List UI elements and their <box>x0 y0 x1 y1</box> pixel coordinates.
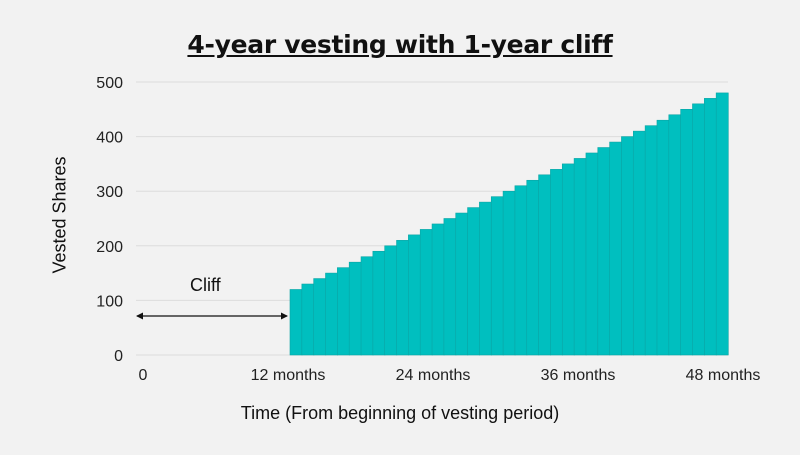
bar <box>325 272 338 356</box>
bar <box>313 278 327 356</box>
bar <box>455 212 469 356</box>
bar <box>431 223 445 356</box>
x-tick-label: 12 months <box>251 367 326 384</box>
bar <box>408 234 421 356</box>
bar <box>419 229 433 356</box>
bars <box>289 92 729 356</box>
bar <box>502 190 516 356</box>
bar <box>550 169 563 356</box>
y-tick-label: 400 <box>96 130 123 147</box>
y-tick-label: 300 <box>96 184 123 201</box>
cliff-arrow <box>136 312 288 320</box>
x-tick-label: 48 months <box>686 367 761 384</box>
arrow-head-right <box>281 312 288 320</box>
bar <box>715 92 729 356</box>
y-tick-label: 500 <box>96 75 123 92</box>
x-tick-label: 36 months <box>541 367 616 384</box>
bar <box>621 136 634 356</box>
bar <box>337 267 350 356</box>
y-tick-labels: 0 100 200 300 400 500 <box>96 75 123 365</box>
bar <box>585 152 599 356</box>
bar <box>632 130 646 356</box>
bar <box>609 141 623 356</box>
y-tick-label: 0 <box>114 348 123 365</box>
x-tick-labels: 0 12 months 24 months 36 months 48 months <box>139 367 761 384</box>
bar <box>384 245 398 356</box>
x-tick-label: 24 months <box>396 367 471 384</box>
bar <box>538 174 552 356</box>
x-tick-label: 0 <box>139 367 148 384</box>
bar <box>289 289 303 356</box>
bar <box>704 98 717 356</box>
bar <box>573 158 587 356</box>
bar <box>680 109 694 356</box>
bar <box>360 256 374 356</box>
bar <box>490 196 504 356</box>
bar <box>656 119 670 356</box>
bar <box>514 185 528 356</box>
bar <box>443 218 457 356</box>
cliff-annotation-label: Cliff <box>190 275 221 295</box>
bar <box>396 240 409 356</box>
y-tick-label: 200 <box>96 239 123 256</box>
bar <box>301 283 315 356</box>
bar <box>597 147 611 356</box>
arrow-head-left <box>136 312 143 320</box>
y-tick-label: 100 <box>96 293 123 310</box>
bar <box>644 125 658 356</box>
x-axis-label: Time (From beginning of vesting period) <box>240 403 560 423</box>
bar <box>561 163 575 356</box>
chart-title: 4-year vesting with 1-year cliff <box>187 30 613 59</box>
bar <box>692 103 705 356</box>
bar <box>526 179 540 356</box>
bar <box>479 201 492 356</box>
bar <box>372 250 386 356</box>
bar <box>668 114 682 356</box>
bar <box>467 207 481 356</box>
bar <box>348 261 362 356</box>
